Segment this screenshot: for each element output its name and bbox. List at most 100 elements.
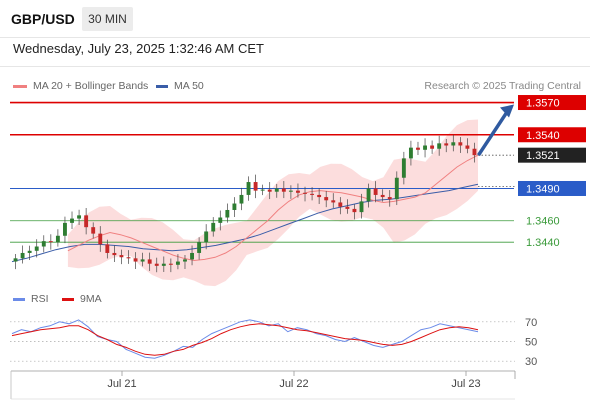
candle-body <box>437 143 442 149</box>
candle-body <box>401 158 406 178</box>
ma50-swatch <box>156 84 168 88</box>
rsi-tick-30: 30 <box>525 356 537 368</box>
rsi-ma-legend: 9MA <box>62 293 102 305</box>
candle-body <box>126 257 131 259</box>
candle-body <box>112 252 117 256</box>
bollinger-band <box>67 119 479 287</box>
level-label-1.3460: 1.3460 <box>526 216 560 228</box>
level-tag-1.3540 <box>518 127 586 143</box>
candle-body <box>274 188 279 192</box>
candle-body <box>175 261 180 265</box>
level-label-1.3570: 1.3570 <box>526 98 560 110</box>
rsi-tick-70: 70 <box>525 317 537 329</box>
candle-body <box>458 142 463 146</box>
candle-body <box>13 258 18 262</box>
ma20-legend: MA 20 + Bollinger Bands <box>13 80 148 92</box>
projection-arrow-head <box>500 104 514 118</box>
candle-body <box>380 194 385 198</box>
candle-body <box>48 241 53 243</box>
candle-body <box>204 231 209 243</box>
candle-body <box>20 252 25 259</box>
candle-body <box>211 222 216 232</box>
pair-title: GBP/USD <box>11 11 75 27</box>
level-label-1.3490: 1.3490 <box>526 183 560 195</box>
candle-body <box>232 203 237 210</box>
x-tick-label: Jul 23 <box>451 378 480 390</box>
candle-body <box>288 190 293 192</box>
rsi-legend-label: RSI <box>31 293 49 305</box>
rsi-ma-line <box>11 323 479 356</box>
candle-body <box>408 147 413 159</box>
header-bar: GBP/USD 30 MIN <box>0 0 590 38</box>
candle-body <box>430 145 435 149</box>
candle-body <box>310 193 315 195</box>
ma20-legend-label: MA 20 + Bollinger Bands <box>33 80 149 92</box>
candle-body <box>338 202 343 207</box>
datetime-stamp: Wednesday, July 23, 2025 1:32:46 AM CET <box>13 41 264 56</box>
level-tag-1.3490 <box>518 180 586 196</box>
x-tick-label: Jul 21 <box>107 378 136 390</box>
level-tag-1.3521 <box>518 147 586 163</box>
header-divider <box>0 37 590 38</box>
candle-body <box>303 192 307 194</box>
candle-body <box>239 194 244 204</box>
candle-body <box>218 217 223 223</box>
candle-body <box>91 227 96 234</box>
candle-body <box>331 200 336 203</box>
candle-body <box>55 235 60 243</box>
candle-body <box>63 222 67 236</box>
candle-body <box>34 246 39 251</box>
candle-body <box>197 242 202 253</box>
level-label-1.3521: 1.3521 <box>526 150 560 162</box>
rsi-ma-legend-label: 9MA <box>80 293 102 305</box>
candle-body <box>154 263 159 266</box>
research-credit: Research © 2025 Trading Central <box>424 80 581 92</box>
candle-body <box>27 250 32 253</box>
level-label-1.3540: 1.3540 <box>526 130 560 142</box>
ma20-swatch <box>13 84 27 88</box>
timeframe-button[interactable]: 30 MIN <box>82 7 133 31</box>
candle-body <box>246 182 251 195</box>
rsi-swatch <box>13 297 25 301</box>
level-tag-1.3570 <box>518 95 586 111</box>
ma20-line <box>67 154 479 262</box>
candle-body <box>423 145 427 150</box>
candle-body <box>373 188 378 195</box>
candle-body <box>451 142 456 146</box>
candle-body <box>168 263 173 265</box>
candle-body <box>260 189 265 191</box>
candle-body <box>472 148 477 156</box>
candle-body <box>281 188 286 192</box>
candle-body <box>70 218 74 223</box>
candle-body <box>317 194 322 198</box>
candle-body <box>465 145 470 149</box>
candle-body <box>296 190 300 193</box>
candle-body <box>98 233 103 245</box>
candle-body <box>133 258 138 262</box>
projection-arrow <box>477 109 510 157</box>
candle-body <box>345 206 350 209</box>
ma50-legend-label: MA 50 <box>174 80 204 92</box>
candle-body <box>324 197 329 201</box>
rsi-line <box>11 319 479 359</box>
candle-body <box>119 255 124 258</box>
subheader-divider <box>0 66 590 67</box>
candle-body <box>394 177 399 200</box>
candle-body <box>359 201 364 213</box>
candle-body <box>161 263 166 266</box>
candle-body <box>387 197 392 200</box>
level-label-1.3440: 1.3440 <box>526 237 560 249</box>
candle-body <box>190 252 194 260</box>
candle-body <box>352 208 357 213</box>
candle-body <box>183 259 187 262</box>
x-tick-label: Jul 22 <box>279 378 308 390</box>
candle-body <box>225 209 230 218</box>
candle-body <box>444 143 449 146</box>
rsi-tick-50: 50 <box>525 337 537 349</box>
rsi-legend: RSI <box>13 293 49 305</box>
candle-body <box>416 147 420 150</box>
candle-body <box>267 189 272 192</box>
candle-body <box>140 259 145 262</box>
candle-body <box>41 241 46 247</box>
